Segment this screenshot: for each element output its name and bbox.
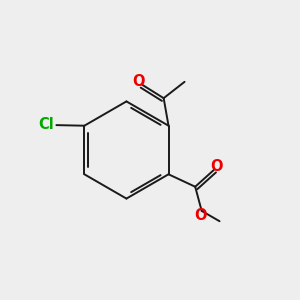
Text: O: O [211, 159, 223, 174]
Text: O: O [132, 74, 145, 89]
Text: O: O [194, 208, 207, 223]
Text: Cl: Cl [38, 117, 54, 132]
